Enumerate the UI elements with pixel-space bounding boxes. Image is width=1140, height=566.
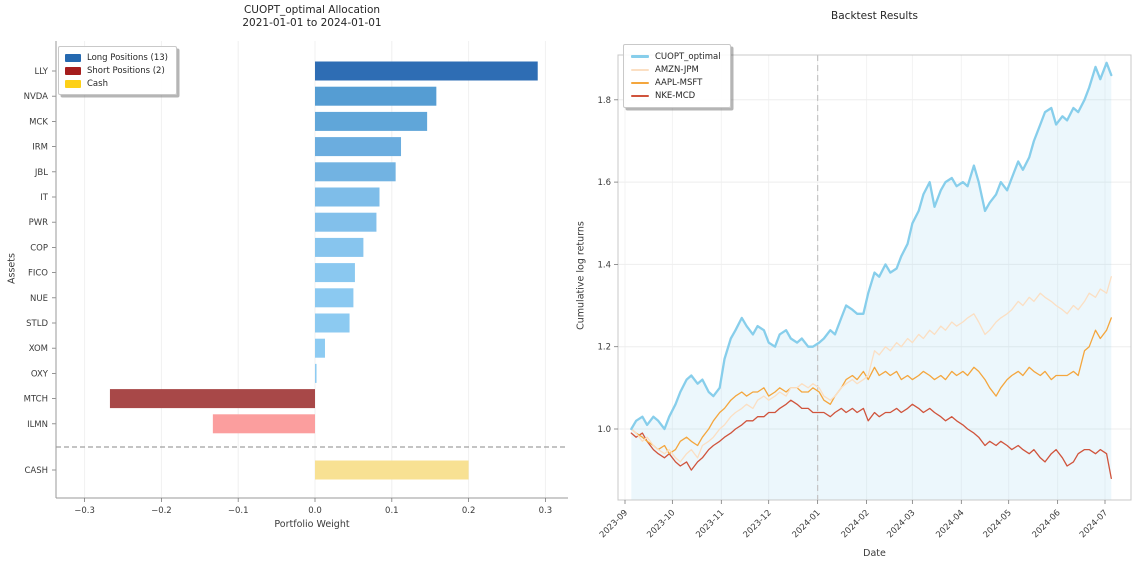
backtest-legend: CUOPT_optimal AMZN-JPM AAPL-MSFT NKE-MCD <box>623 44 731 108</box>
allocation-bar-MCK <box>315 111 428 131</box>
allocation-bar-FICO <box>315 263 355 283</box>
asset-tick-label: COP <box>30 243 48 253</box>
date-tick-label: 2023-12 <box>742 508 774 540</box>
allocation-title: CUOPT_optimal Allocation <box>243 4 381 16</box>
asset-tick-label: FICO <box>28 269 48 279</box>
x-tick-label: −0.3 <box>74 506 95 516</box>
allocation-legend: Long Positions (13) Short Positions (2) … <box>58 46 177 95</box>
y-tick-label: 1.4 <box>597 260 611 270</box>
legend-item-amzn-jpm: AMZN-JPM <box>631 63 721 76</box>
allocation-yaxis-label: Assets <box>6 253 18 284</box>
date-tick-label: 2023-09 <box>598 508 630 540</box>
y-tick-label: 1.0 <box>597 425 611 435</box>
asset-tick-label: JBL <box>34 168 48 178</box>
date-tick-label: 2024-07 <box>1078 508 1110 540</box>
series-line-AAPL-MSFT <box>630 317 1112 455</box>
legend-label: Short Positions (2) <box>87 65 165 76</box>
legend-item-cuopt: CUOPT_optimal <box>631 50 721 63</box>
legend-label: Cash <box>87 78 108 89</box>
legend-label: AMZN-JPM <box>655 64 699 75</box>
x-tick-label: 0.1 <box>385 506 399 516</box>
x-tick-label: 0.2 <box>462 506 476 516</box>
y-tick-label: 1.6 <box>597 178 611 188</box>
date-tick-label: 2023-11 <box>694 508 726 540</box>
y-tick-label: 1.2 <box>597 343 611 353</box>
allocation-bar-XOM <box>315 338 325 358</box>
legend-label: Long Positions (13) <box>87 52 168 63</box>
allocation-bar-NVDA <box>315 86 437 106</box>
date-tick-label: 2024-05 <box>982 508 1014 540</box>
backtest-title: Backtest Results <box>831 10 918 22</box>
backtest-yaxis-label: Cumulative log returns <box>575 221 587 330</box>
allocation-bar-OXY <box>315 363 317 383</box>
date-tick-label: 2024-02 <box>840 508 872 540</box>
asset-tick-label: XOM <box>29 344 48 354</box>
amzn-jpm-line-swatch <box>631 68 649 71</box>
legend-item-nke-mcd: NKE-MCD <box>631 89 721 102</box>
asset-tick-label: IRM <box>32 143 48 153</box>
asset-tick-label: NVDA <box>24 92 49 102</box>
backtest-xaxis-label: Date <box>863 548 886 559</box>
series-line-NKE-MCD <box>630 399 1112 480</box>
asset-tick-label: OXY <box>31 369 49 379</box>
aapl-msft-line-swatch <box>631 81 649 84</box>
series-line-CUOPT_optimal <box>630 61 1113 431</box>
x-tick-label: −0.1 <box>228 506 249 516</box>
allocation-bar-NUE <box>315 288 354 308</box>
backtest-line-chart: 1.0 1.2 1.4 1.6 1.8 2023-09 2023-10 2023-11 2023… <box>597 54 1132 540</box>
series-line-AMZN-JPM <box>630 276 1112 463</box>
short-positions-swatch <box>65 66 81 75</box>
legend-label: AAPL-MSFT <box>655 77 703 88</box>
x-tick-label: 0.0 <box>308 506 322 516</box>
allocation-bar-ILMN <box>212 414 315 434</box>
cuopt-line-swatch <box>631 55 649 58</box>
allocation-bar-chart: LLY NVDA MCK IRM JBL IT PWR COP FICO NUE STLD XOM OX… <box>24 41 568 516</box>
allocation-xaxis-label: Portfolio Weight <box>274 519 350 530</box>
asset-tick-label: NUE <box>30 294 48 304</box>
legend-item-short: Short Positions (2) <box>65 64 168 77</box>
legend-item-aapl-msft: AAPL-MSFT <box>631 76 721 89</box>
allocation-bar-JBL <box>315 162 396 182</box>
allocation-subtitle: 2021-01-01 to 2024-01-01 <box>242 17 382 29</box>
allocation-bar-IRM <box>315 137 402 157</box>
nke-mcd-line-swatch <box>631 94 649 97</box>
asset-tick-label: CASH <box>24 466 48 476</box>
allocation-bar-MTCH <box>109 389 315 409</box>
y-tick-label: 1.8 <box>597 96 611 106</box>
allocation-bar-COP <box>315 237 364 257</box>
cash-swatch <box>65 79 81 88</box>
allocation-bar-IT <box>315 187 380 207</box>
asset-tick-label: STLD <box>26 319 48 329</box>
x-tick-label: 0.3 <box>539 506 553 516</box>
legend-item-long: Long Positions (13) <box>65 51 168 64</box>
allocation-bar-PWR <box>315 212 377 232</box>
date-tick-label: 2024-01 <box>791 508 823 540</box>
date-tick-label: 2023-10 <box>645 508 677 540</box>
asset-tick-label: ILMN <box>27 420 48 430</box>
allocation-bar-STLD <box>315 313 350 333</box>
x-tick-label: −0.2 <box>151 506 172 516</box>
long-positions-swatch <box>65 53 81 62</box>
allocation-bar-LLY <box>315 61 538 81</box>
asset-tick-label: IT <box>40 193 49 203</box>
date-tick-label: 2024-04 <box>934 508 966 540</box>
plot-frame <box>617 54 1132 501</box>
legend-label: NKE-MCD <box>655 90 696 101</box>
asset-tick-label: PWR <box>29 218 49 228</box>
asset-tick-label: MCK <box>29 117 48 127</box>
asset-tick-label: LLY <box>34 67 48 77</box>
date-tick-label: 2024-06 <box>1031 508 1063 540</box>
date-tick-label: 2024-03 <box>885 508 917 540</box>
legend-item-cash: Cash <box>65 77 168 90</box>
asset-tick-label: MTCH <box>24 395 48 405</box>
allocation-bar-CASH <box>315 460 469 480</box>
legend-label: CUOPT_optimal <box>655 51 721 62</box>
